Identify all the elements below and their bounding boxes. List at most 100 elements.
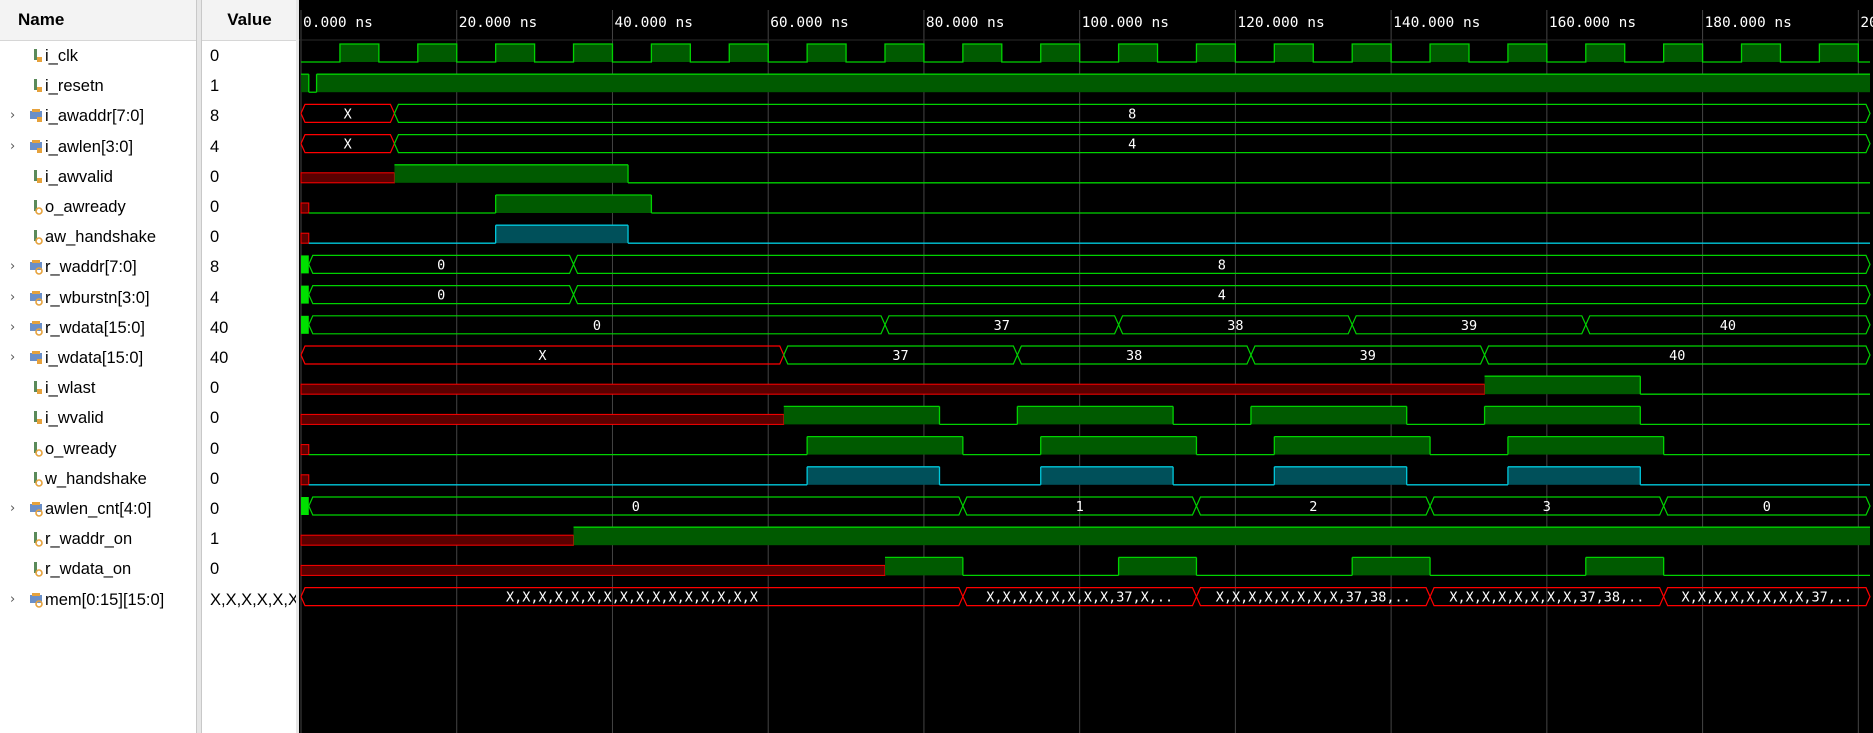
signal-name-label: i_wvalid: [45, 409, 104, 428]
clock-high-pulse: [1118, 44, 1158, 62]
waveform-row[interactable]: [300, 194, 1870, 214]
clock-trace: [301, 43, 1870, 63]
waveform-row[interactable]: [300, 466, 1870, 486]
signal-value-row[interactable]: 0: [202, 192, 297, 222]
signal-name-row[interactable]: o_wready: [0, 434, 196, 464]
high-segment: [394, 164, 629, 183]
signal-value-row[interactable]: 0: [202, 373, 297, 403]
waveform-row[interactable]: [300, 435, 1870, 456]
signal-name-row[interactable]: r_waddr_on: [0, 524, 196, 554]
signal-value-label: 0: [210, 469, 220, 488]
signal-value-row[interactable]: 0: [202, 162, 297, 192]
signal-name-row[interactable]: i_resetn: [0, 71, 196, 101]
signal-value-row[interactable]: 8: [202, 101, 297, 131]
waveform-row[interactable]: X,X,X,X,X,X,X,X,X,X,X,X,X,X,X,X X,X,X,X,X…: [300, 587, 1871, 607]
signal-name-label: r_waddr[7:0]: [45, 258, 137, 277]
bus-value-label: 40: [1669, 348, 1685, 364]
time-tick-label: 40.000 ns: [614, 15, 693, 31]
column-splitter[interactable]: [197, 0, 201, 733]
signal-name-row[interactable]: › mem[0:15][15:0]: [0, 585, 196, 615]
signal-value-row[interactable]: 40: [202, 313, 297, 343]
signal-value-row[interactable]: 4: [202, 283, 297, 313]
signal-value-row[interactable]: 0: [202, 403, 297, 433]
signal-name-row[interactable]: › r_waddr[7:0]: [0, 252, 196, 282]
clock-high-pulse: [1274, 44, 1314, 62]
signal-name-row[interactable]: aw_handshake: [0, 222, 196, 252]
waveform-row[interactable]: [301, 43, 1870, 63]
bus-value-label: 0: [593, 318, 601, 334]
expand-chevron-icon[interactable]: ›: [10, 319, 16, 335]
expand-chevron-icon[interactable]: ›: [10, 591, 16, 607]
signal-value-row[interactable]: 4: [202, 132, 297, 162]
high-segment: [1040, 436, 1197, 455]
signal-name-row[interactable]: o_awready: [0, 192, 196, 222]
bus-output-icon: [29, 592, 43, 608]
signal-value-row[interactable]: 0: [202, 554, 297, 584]
signal-value-row[interactable]: 8: [202, 252, 297, 282]
expand-chevron-icon[interactable]: ›: [10, 259, 16, 275]
signal-value-label: 4: [210, 288, 220, 307]
scalar-input-icon: [29, 380, 43, 396]
signal-value-row[interactable]: 1: [202, 524, 297, 554]
waveform-row[interactable]: [300, 556, 1870, 577]
signal-value-label: 4: [210, 137, 220, 156]
high-segment: [1040, 466, 1174, 485]
signal-name-row[interactable]: › i_awaddr[7:0]: [0, 101, 196, 131]
signal-value-row[interactable]: 40: [202, 343, 297, 373]
expand-chevron-icon[interactable]: ›: [10, 289, 16, 305]
signal-name-row[interactable]: w_handshake: [0, 464, 196, 494]
clock-high-pulse: [573, 44, 613, 62]
expand-chevron-icon[interactable]: ›: [10, 350, 16, 365]
signal-name-label: r_waddr_on: [45, 530, 133, 549]
signal-name-row[interactable]: › r_wburstn[3:0]: [0, 283, 196, 313]
bus-value-label: X,X,X,X,X,X,X,X,37,..: [1681, 590, 1852, 606]
name-column-header[interactable]: Name: [0, 0, 196, 41]
expand-chevron-icon[interactable]: ›: [10, 108, 16, 124]
waveform-row[interactable]: [300, 224, 1870, 244]
bus-value-label: X: [344, 106, 352, 122]
signal-name-row[interactable]: i_awvalid: [0, 162, 196, 192]
signal-name-row[interactable]: › i_wdata[15:0]: [0, 343, 196, 373]
column-splitter[interactable]: [296, 0, 299, 733]
signal-value-row[interactable]: 0: [202, 41, 297, 71]
signal-value-row[interactable]: X,X,X,X,X,X,X,X: [202, 585, 297, 615]
waveform-row[interactable]: [300, 405, 1870, 426]
signal-value-row[interactable]: 0: [202, 464, 297, 494]
signal-name-row[interactable]: i_clk: [0, 41, 196, 71]
signal-name-row[interactable]: i_wlast: [0, 373, 196, 403]
signal-value-row[interactable]: 0: [202, 222, 297, 252]
name-header-label: Name: [18, 10, 65, 29]
unknown-segment: [300, 383, 1486, 395]
signal-name-row[interactable]: › r_wdata[15:0]: [0, 313, 196, 343]
expand-chevron-icon[interactable]: ›: [10, 501, 16, 516]
scalar-output-icon: [29, 471, 43, 487]
time-tick-label: 100.000 ns: [1082, 15, 1169, 31]
scalar-input-icon: [29, 78, 43, 94]
clock-high-pulse: [651, 44, 691, 62]
waveform-row[interactable]: X 37 38 39 40: [300, 345, 1871, 365]
signal-name-row[interactable]: i_wvalid: [0, 403, 196, 433]
signal-value-label: 0: [210, 409, 220, 428]
waveform-canvas[interactable]: 0.000 ns 20.000 ns 40.000 ns 60.000 ns 80.00…: [299, 0, 1873, 733]
value-column-header[interactable]: Value: [202, 0, 297, 41]
high-segment: [495, 195, 652, 213]
waveform-row[interactable]: [300, 164, 1870, 184]
waveform-row[interactable]: 0 1 2 3 0: [301, 496, 1871, 516]
signal-name-row[interactable]: › awlen_cnt[4:0]: [0, 494, 196, 524]
signal-value-row[interactable]: 0: [202, 434, 297, 464]
expand-chevron-icon[interactable]: ›: [10, 138, 16, 154]
waveform-row[interactable]: [301, 73, 1870, 93]
waveform-row[interactable]: [300, 526, 1870, 546]
signal-name-row[interactable]: r_wdata_on: [0, 554, 196, 584]
waveform-row[interactable]: 0 37 38 39 40: [301, 315, 1871, 335]
signal-value-row[interactable]: 1: [202, 71, 297, 101]
value-header-label: Value: [227, 10, 272, 29]
waveform-row[interactable]: [300, 375, 1870, 395]
signal-value-row[interactable]: 0: [202, 494, 297, 524]
time-grid: [300, 10, 1859, 733]
signal-name-row[interactable]: › i_awlen[3:0]: [0, 132, 196, 162]
